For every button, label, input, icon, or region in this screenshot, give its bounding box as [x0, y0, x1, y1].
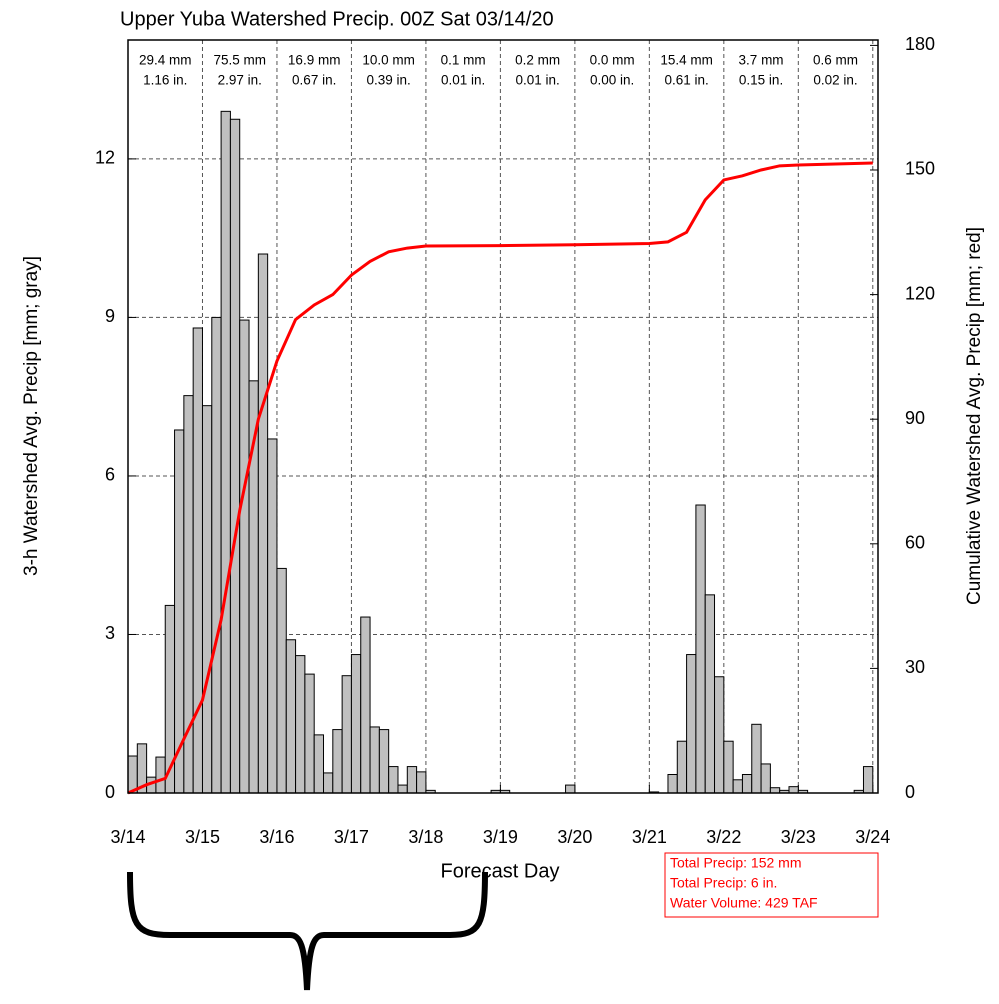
- summary-text: Water Volume: 429 TAF: [670, 895, 818, 911]
- daily-total-mm: 0.1 mm: [441, 53, 486, 68]
- x-tick-label: 3/15: [185, 827, 220, 847]
- x-tick-label: 3/21: [632, 827, 667, 847]
- bar: [695, 504, 706, 794]
- summary-box: [664, 852, 879, 918]
- bar: [369, 726, 380, 794]
- bar: [769, 787, 781, 794]
- bar: [667, 774, 678, 794]
- bar: [723, 740, 734, 794]
- daily-total-in: 1.16 in.: [143, 73, 187, 88]
- y2-tick-label: 150: [905, 159, 935, 179]
- daily-total-in: 0.02 in.: [813, 73, 857, 88]
- daily-total-in: 0.01 in.: [515, 73, 559, 88]
- bar: [397, 784, 408, 794]
- y-tick-label: 0: [105, 782, 115, 802]
- x-tick-label: 3/17: [334, 827, 369, 847]
- bar: [276, 567, 287, 794]
- x-tick-label: 3/16: [259, 827, 294, 847]
- bar: [704, 594, 716, 794]
- daily-total-mm: 29.4 mm: [139, 53, 192, 68]
- bar: [360, 616, 371, 794]
- x-tick-label: 3/20: [557, 827, 592, 847]
- bar: [295, 655, 306, 794]
- bar: [732, 779, 743, 794]
- y2-tick-label: 180: [905, 34, 935, 54]
- daily-total-in: 0.00 in.: [590, 73, 634, 88]
- bar: [760, 763, 771, 794]
- y-tick-label: 6: [105, 465, 115, 485]
- bar: [313, 734, 325, 794]
- bar: [229, 118, 241, 794]
- bar: [378, 729, 390, 794]
- bar: [304, 673, 315, 794]
- bar: [192, 327, 203, 794]
- y2-tick-label: 90: [905, 408, 925, 428]
- bar: [751, 723, 762, 794]
- x-tick-label: 3/14: [110, 827, 145, 847]
- bar: [741, 774, 753, 794]
- daily-total-in: 2.97 in.: [218, 73, 262, 88]
- bar: [155, 756, 166, 794]
- bar: [220, 110, 231, 794]
- y2-tick-label: 120: [905, 283, 935, 303]
- x-tick-label: 3/24: [855, 827, 890, 847]
- daily-total-in: 0.39 in.: [367, 73, 411, 88]
- bar: [788, 786, 799, 794]
- bar: [565, 784, 576, 794]
- daily-total-in: 0.67 in.: [292, 73, 336, 88]
- x-tick-label: 3/22: [706, 827, 741, 847]
- bar: [323, 772, 334, 794]
- chart-title: Upper Yuba Watershed Precip. 00Z Sat 03/…: [120, 8, 554, 30]
- bar: [332, 729, 343, 794]
- daily-total-in: 0.01 in.: [441, 73, 485, 88]
- y-tick-label: 3: [105, 623, 115, 643]
- bar: [341, 675, 352, 794]
- bar: [416, 771, 427, 794]
- y2-tick-label: 30: [905, 657, 925, 677]
- bracket: [127, 871, 488, 991]
- daily-total-mm: 10.0 mm: [362, 53, 415, 68]
- bar: [862, 766, 874, 794]
- bar: [686, 654, 697, 794]
- daily-total-mm: 0.0 mm: [590, 53, 635, 68]
- daily-total-mm: 3.7 mm: [739, 53, 784, 68]
- y-axis-label: 3-h Watershed Avg. Precip [mm; gray]: [21, 256, 42, 576]
- bar: [201, 405, 213, 794]
- daily-total-in: 0.61 in.: [664, 73, 708, 88]
- y2-axis-label: Cumulative Watershed Avg. Precip [mm; re…: [964, 227, 985, 605]
- cumulative-line: [127, 161, 873, 795]
- bar: [267, 438, 278, 794]
- daily-total-mm: 15.4 mm: [660, 53, 713, 68]
- bar: [388, 766, 399, 794]
- x-tick-label: 3/23: [781, 827, 816, 847]
- x-axis-label: Forecast Day: [441, 860, 560, 882]
- bar: [406, 766, 418, 794]
- daily-total-mm: 0.6 mm: [813, 53, 858, 68]
- bar: [127, 755, 138, 794]
- bar: [350, 654, 362, 794]
- bar: [257, 253, 269, 794]
- bar: [211, 316, 222, 794]
- y-tick-label: 12: [95, 148, 115, 168]
- bar: [239, 319, 250, 794]
- plot-frame: [127, 39, 879, 794]
- x-tick-label: 3/18: [408, 827, 443, 847]
- y-tick-label: 9: [105, 306, 115, 326]
- y2-tick-label: 0: [905, 782, 915, 802]
- daily-total-in: 0.15 in.: [739, 73, 783, 88]
- summary-text: Total Precip: 6 in.: [670, 875, 777, 891]
- bar: [714, 676, 725, 794]
- summary-text: Total Precip: 152 mm: [670, 855, 802, 871]
- bar: [676, 740, 688, 794]
- daily-total-mm: 0.2 mm: [515, 53, 560, 68]
- bar: [285, 639, 297, 794]
- daily-total-mm: 16.9 mm: [288, 53, 341, 68]
- y2-tick-label: 60: [905, 533, 925, 553]
- daily-total-mm: 75.5 mm: [213, 53, 266, 68]
- x-tick-label: 3/19: [483, 827, 518, 847]
